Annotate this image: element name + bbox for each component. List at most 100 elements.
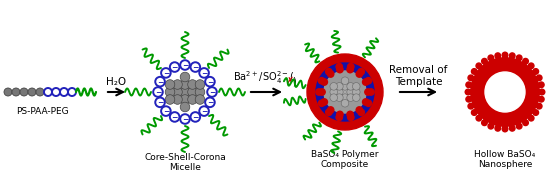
Circle shape xyxy=(482,75,487,81)
Circle shape xyxy=(195,80,205,89)
Circle shape xyxy=(478,84,483,90)
Circle shape xyxy=(474,95,479,100)
Circle shape xyxy=(480,93,486,99)
Circle shape xyxy=(491,62,497,68)
Circle shape xyxy=(330,94,338,101)
Circle shape xyxy=(356,107,362,113)
Text: −: − xyxy=(207,78,213,87)
Text: −: − xyxy=(157,98,164,107)
Circle shape xyxy=(522,81,528,86)
Circle shape xyxy=(466,96,472,102)
Circle shape xyxy=(525,112,531,118)
Circle shape xyxy=(525,99,531,104)
Text: PS-PAA-PEG: PS-PAA-PEG xyxy=(16,107,68,116)
Circle shape xyxy=(180,114,190,124)
Circle shape xyxy=(4,88,12,96)
Circle shape xyxy=(516,68,522,74)
Circle shape xyxy=(482,120,487,126)
Circle shape xyxy=(155,97,165,107)
Circle shape xyxy=(535,89,541,95)
Circle shape xyxy=(52,88,60,96)
Circle shape xyxy=(531,89,537,95)
Circle shape xyxy=(482,58,487,64)
Circle shape xyxy=(518,105,524,110)
Circle shape xyxy=(522,110,528,115)
Circle shape xyxy=(524,93,529,99)
Circle shape xyxy=(321,99,328,105)
Circle shape xyxy=(60,88,68,96)
Circle shape xyxy=(325,68,332,75)
Circle shape xyxy=(497,65,503,70)
Circle shape xyxy=(493,112,498,118)
Circle shape xyxy=(473,89,479,95)
Circle shape xyxy=(474,84,479,89)
Circle shape xyxy=(484,107,490,112)
Circle shape xyxy=(479,66,484,71)
Text: −: − xyxy=(207,98,213,107)
Circle shape xyxy=(347,111,353,118)
Circle shape xyxy=(472,110,477,115)
Circle shape xyxy=(468,103,474,109)
Circle shape xyxy=(522,98,528,103)
Circle shape xyxy=(479,112,484,118)
Circle shape xyxy=(518,74,524,79)
Circle shape xyxy=(341,88,349,96)
Circle shape xyxy=(486,113,492,119)
Circle shape xyxy=(489,120,495,125)
Circle shape xyxy=(522,58,528,64)
Circle shape xyxy=(516,123,522,129)
Circle shape xyxy=(508,118,514,123)
Circle shape xyxy=(341,83,349,90)
Circle shape xyxy=(521,117,526,122)
Circle shape xyxy=(195,87,205,97)
Text: −: − xyxy=(201,69,207,78)
Circle shape xyxy=(487,105,492,110)
Circle shape xyxy=(165,95,175,104)
Circle shape xyxy=(502,114,508,120)
Circle shape xyxy=(482,69,487,74)
Circle shape xyxy=(335,94,343,101)
Circle shape xyxy=(352,83,360,90)
Circle shape xyxy=(362,99,369,105)
Circle shape xyxy=(494,110,500,115)
Circle shape xyxy=(476,63,482,69)
Circle shape xyxy=(476,115,482,121)
Circle shape xyxy=(12,88,20,96)
Circle shape xyxy=(170,62,179,72)
Text: −: − xyxy=(182,61,188,70)
Circle shape xyxy=(515,71,520,77)
Circle shape xyxy=(365,100,372,107)
Circle shape xyxy=(28,88,36,96)
Circle shape xyxy=(20,88,28,96)
Text: −: − xyxy=(192,63,198,72)
Circle shape xyxy=(502,118,508,124)
Circle shape xyxy=(529,115,534,121)
Circle shape xyxy=(497,118,502,123)
Circle shape xyxy=(529,63,534,69)
Text: −: − xyxy=(182,115,188,124)
Circle shape xyxy=(188,95,197,104)
Circle shape xyxy=(356,71,362,77)
Circle shape xyxy=(491,116,497,122)
Circle shape xyxy=(479,99,485,104)
Circle shape xyxy=(521,62,526,67)
Circle shape xyxy=(469,89,475,95)
Text: Hollow BaSO₄
Nanosphere: Hollow BaSO₄ Nanosphere xyxy=(474,150,535,169)
Circle shape xyxy=(506,111,512,116)
Circle shape xyxy=(341,77,349,85)
Circle shape xyxy=(487,74,492,79)
Text: −: − xyxy=(157,78,164,87)
Circle shape xyxy=(497,61,502,66)
Circle shape xyxy=(526,73,532,79)
Circle shape xyxy=(486,65,492,71)
Circle shape xyxy=(520,72,525,77)
Circle shape xyxy=(529,100,535,106)
Circle shape xyxy=(512,66,517,72)
Circle shape xyxy=(180,60,190,70)
Circle shape xyxy=(199,68,209,78)
Circle shape xyxy=(362,79,369,85)
Circle shape xyxy=(352,94,360,101)
Circle shape xyxy=(165,87,175,97)
Circle shape xyxy=(493,66,498,72)
Circle shape xyxy=(348,114,354,121)
